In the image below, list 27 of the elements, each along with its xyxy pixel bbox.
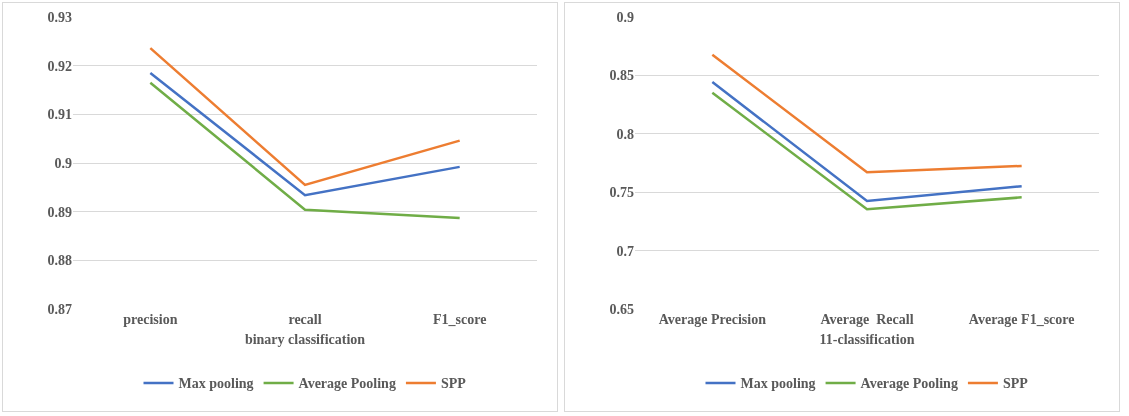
x-tick-label: Average Precision — [658, 312, 767, 327]
y-tick-label: 0.89 — [47, 204, 72, 220]
legend-label: Max pooling — [740, 376, 816, 392]
y-tick-label: 0.93 — [47, 9, 72, 25]
legend-label: Average Pooling — [298, 376, 396, 392]
x-axis-title: 11-classification — [819, 332, 915, 348]
y-tick-label: 0.7 — [616, 243, 634, 259]
legend-label: SPP — [1002, 376, 1029, 392]
x-tick-label: recall — [288, 312, 322, 327]
y-tick-label: 0.65 — [609, 301, 634, 317]
y-tick-label: 0.9 — [54, 155, 72, 171]
y-tick-label: 0.92 — [47, 58, 72, 74]
legend-label: SPP — [440, 376, 467, 392]
legend-label: Average Pooling — [860, 376, 958, 392]
x-tick-label: Average Recall — [820, 312, 914, 327]
x-tick-label: precision — [123, 312, 178, 327]
y-tick-label: 0.85 — [609, 68, 634, 84]
y-tick-label: 0.75 — [609, 185, 634, 201]
legend-label: Max pooling — [178, 376, 254, 392]
y-tick-label: 0.91 — [47, 107, 72, 123]
x-tick-label: F1_score — [432, 312, 487, 327]
x-axis-title: binary classification — [244, 332, 366, 348]
x-tick-label: Average F1_score — [968, 312, 1075, 327]
y-tick-label: 0.87 — [47, 301, 72, 317]
y-tick-label: 0.88 — [47, 253, 72, 269]
y-tick-label: 0.8 — [616, 126, 634, 142]
y-tick-label: 0.9 — [616, 9, 634, 25]
